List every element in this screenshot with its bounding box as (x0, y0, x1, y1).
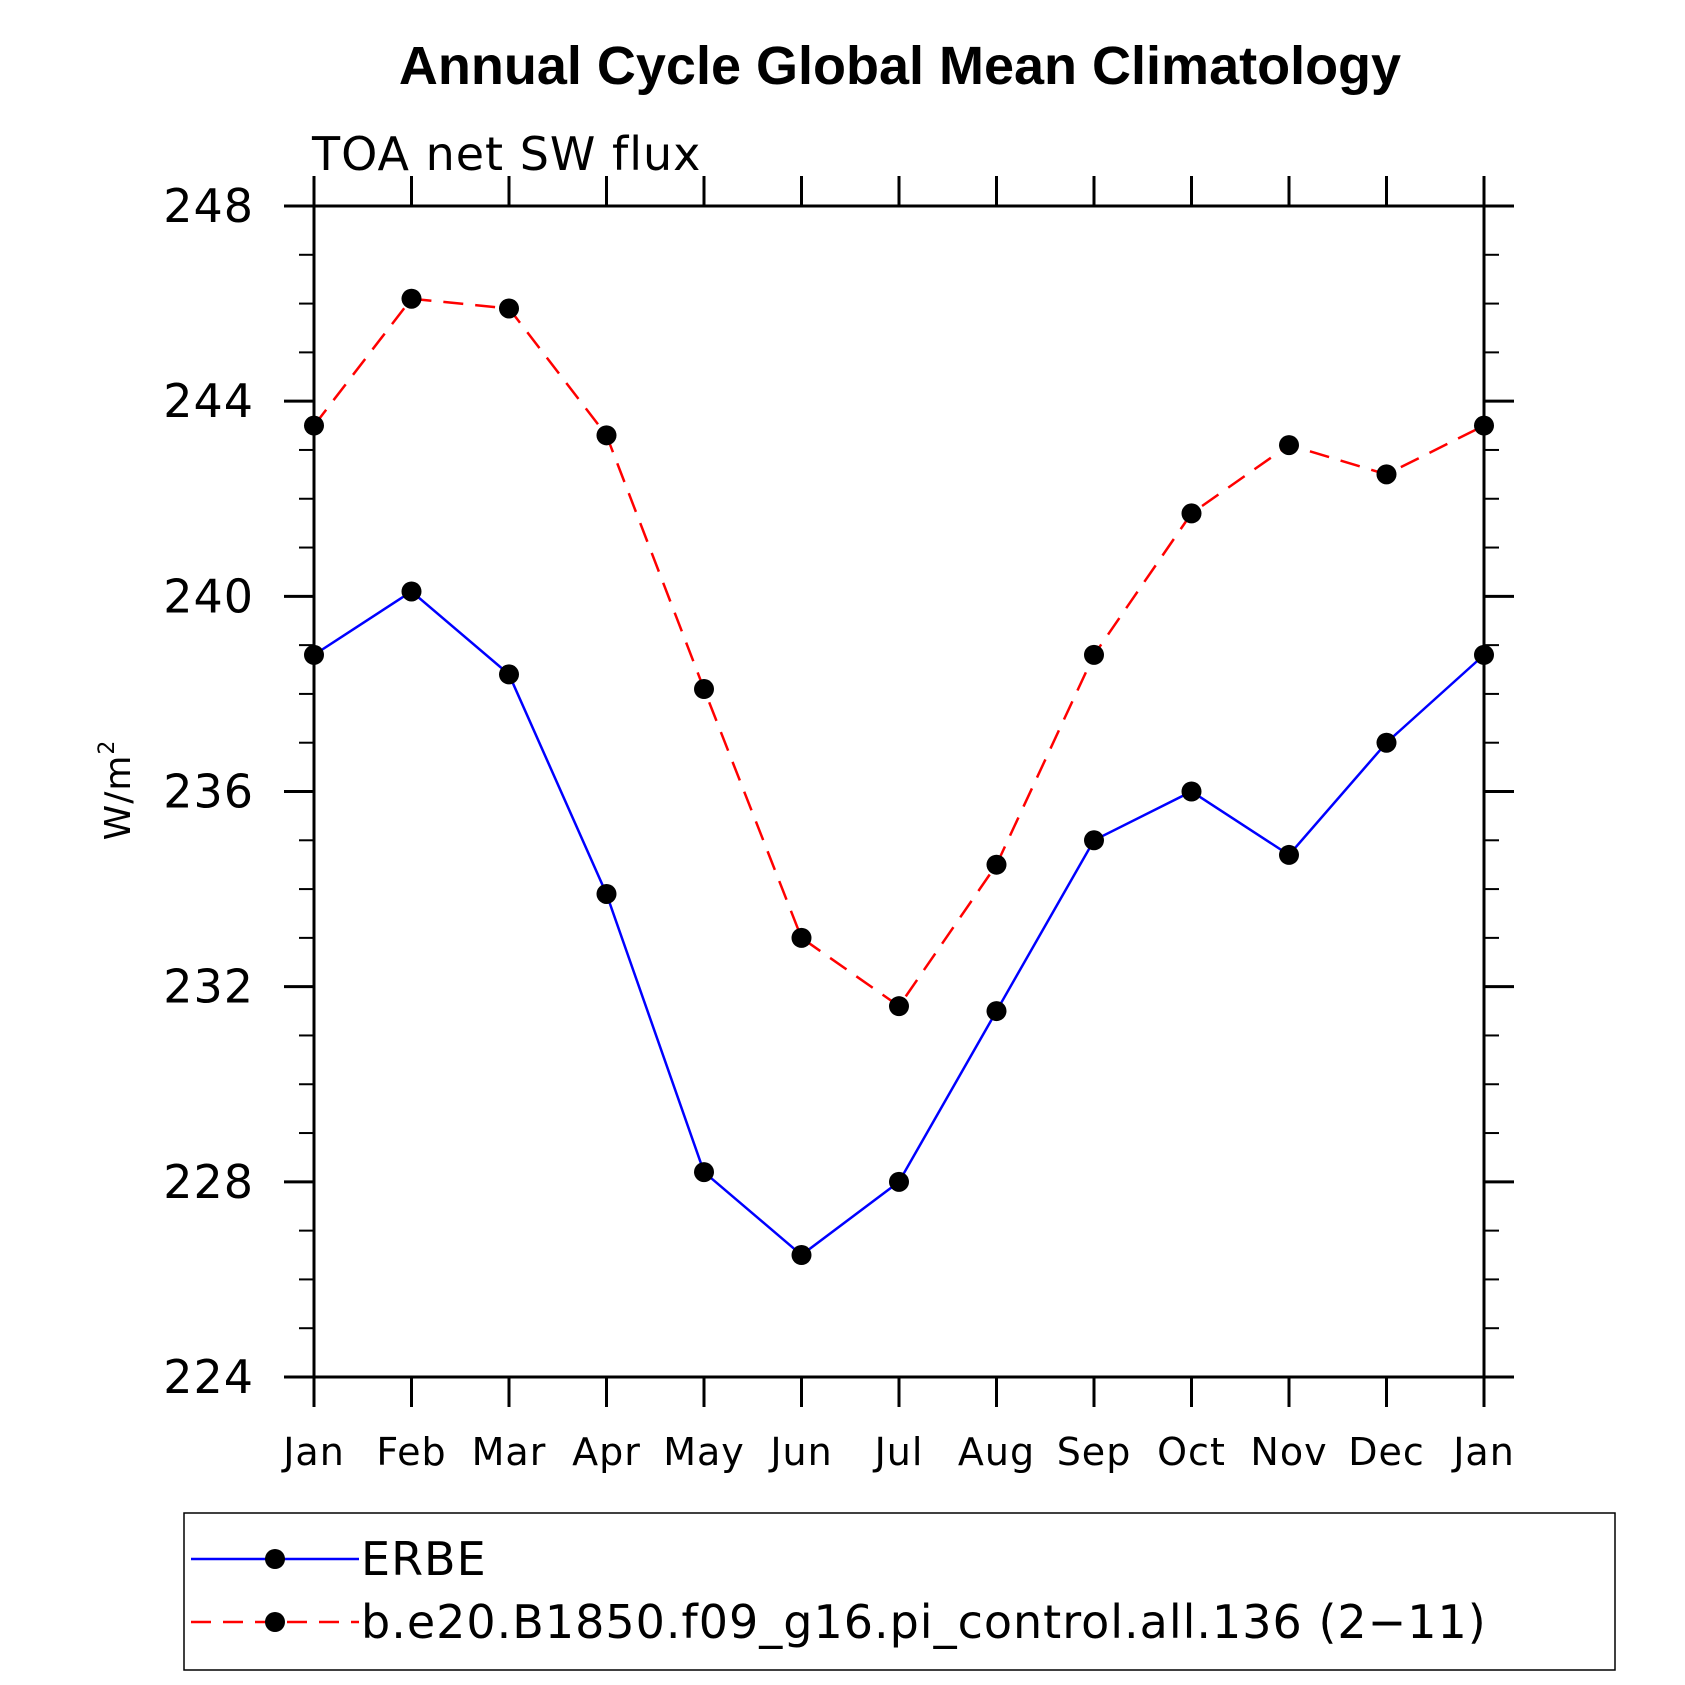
x-tick-label: Feb (376, 1430, 446, 1474)
series-0-point (1084, 830, 1104, 851)
series-0-point (694, 1162, 714, 1183)
x-tick-label: Oct (1157, 1430, 1226, 1474)
series-1-point (1279, 435, 1299, 456)
series-1-point (791, 927, 812, 948)
series-0-point (889, 1171, 909, 1192)
legend-marker-0 (265, 1549, 285, 1569)
series-0-point (986, 1001, 1007, 1022)
series-1-point (986, 854, 1007, 875)
y-tick-label: 228 (163, 1155, 254, 1209)
legend-label-1: b.e20.B1850.f09_g16.pi_control.all.136 (… (361, 1595, 1487, 1649)
x-tick-label: Mar (472, 1430, 547, 1474)
series-1-point (499, 298, 519, 319)
y-axis-label-unit: W/m (98, 755, 139, 841)
x-tick-label: Aug (958, 1430, 1035, 1474)
series-line-1 (313, 297, 1485, 1008)
data-series (304, 288, 1494, 1266)
y-tick-label: 248 (163, 179, 254, 233)
x-tick-label: Sep (1057, 1430, 1132, 1474)
series-0-point (791, 1245, 812, 1266)
x-tick-label: Nov (1250, 1430, 1327, 1474)
x-tick-label: Jun (768, 1430, 832, 1474)
y-tick-label: 232 (163, 960, 254, 1014)
x-tick-label: May (663, 1430, 745, 1474)
x-tick-label: Dec (1348, 1430, 1425, 1474)
series-0-point (1181, 781, 1202, 802)
series-0-point (596, 883, 617, 904)
x-tick-label: Jan (281, 1430, 345, 1474)
x-tick-label: Jan (1451, 1430, 1515, 1474)
y-tick-label: 236 (163, 765, 254, 819)
y-tick-label: 244 (163, 374, 254, 428)
series-1-point (596, 425, 617, 446)
chart-title: Annual Cycle Global Mean Climatology (399, 36, 1401, 96)
plot-frame (312, 204, 1486, 1379)
series-1-point (1181, 503, 1202, 524)
legend: ERBE b.e20.B1850.f09_g16.pi_control.all.1… (183, 1512, 1616, 1671)
y-axis-label-superscript: 2 (95, 740, 120, 755)
series-0-point (401, 581, 422, 602)
series-line-0 (313, 589, 1485, 1257)
series-1-point (401, 288, 422, 309)
series-1-point (694, 679, 714, 700)
x-tick-label: Apr (572, 1430, 641, 1474)
y-axis-label: W/m2 (95, 740, 139, 841)
x-tick-label: Jul (873, 1430, 924, 1474)
series-0-point (1279, 844, 1299, 865)
axis-ticks: 224 228 232 236 240 244 248 Jan Feb Mar Apr May Jun J… (163, 176, 1515, 1474)
legend-marker-1 (265, 1612, 285, 1632)
series-1-point (1084, 644, 1104, 665)
series-1-point (1376, 464, 1397, 485)
y-tick-label: 240 (163, 569, 254, 623)
series-0-point (499, 664, 519, 685)
legend-box (183, 1512, 1616, 1671)
chart-subtitle: TOA net SW flux (311, 127, 701, 181)
series-1-point (889, 996, 909, 1017)
y-tick-label: 224 (163, 1350, 254, 1404)
series-0-point (1376, 732, 1397, 753)
legend-label-0: ERBE (361, 1532, 487, 1586)
